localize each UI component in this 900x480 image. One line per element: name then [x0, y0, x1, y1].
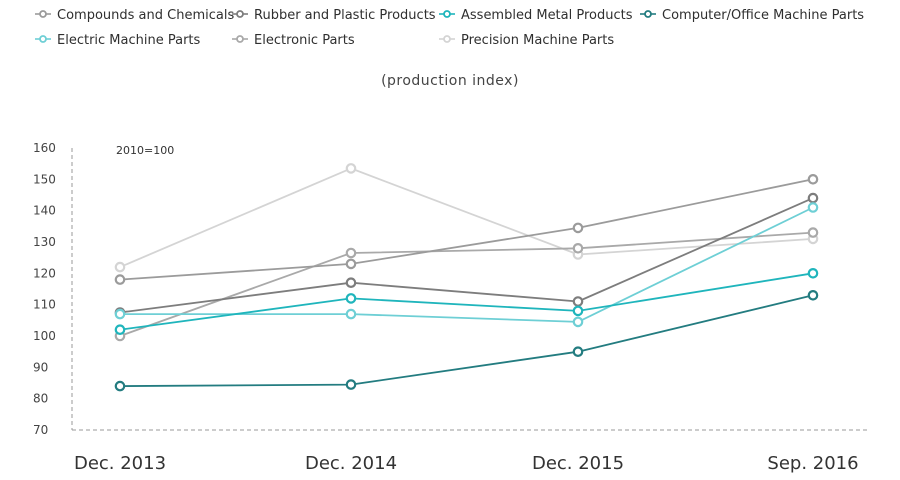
y-tick-label: 130: [33, 235, 56, 249]
legend-marker-icon: [39, 35, 47, 43]
legend-item-assembled-metal-products[interactable]: Assembled Metal Products: [439, 8, 633, 23]
legend-label: Electric Machine Parts: [57, 33, 201, 48]
legend-marker-icon: [236, 35, 244, 43]
y-tick-label: 110: [33, 298, 56, 312]
data-point[interactable]: [345, 277, 357, 288]
data-point[interactable]: [572, 243, 584, 254]
legend-item-computer-office-machine-parts[interactable]: Computer/Office Machine Parts: [640, 8, 864, 23]
legend-marker-icon: [443, 10, 451, 18]
y-tick-label: 120: [33, 266, 56, 280]
x-tick-label: Dec. 2014: [305, 453, 397, 474]
base-year-note: 2010=100: [116, 144, 174, 157]
data-point[interactable]: [345, 379, 357, 390]
series-line: [119, 272, 814, 331]
y-axis: 70 80 90 100 110 120 130 140 150 160: [33, 141, 73, 437]
y-tick-label: 80: [33, 392, 48, 406]
data-point[interactable]: [807, 227, 819, 238]
data-point[interactable]: [114, 324, 126, 335]
series-line: [119, 167, 814, 268]
y-tick-label: 140: [33, 204, 56, 218]
data-point[interactable]: [572, 222, 584, 234]
plot-area: [114, 163, 819, 392]
legend-label: Compounds and Chemicals: [57, 8, 234, 23]
series-compounds-and-chemicals: [114, 174, 819, 285]
legend-marker-icon: [236, 10, 244, 18]
y-tick-label: 100: [33, 329, 56, 343]
data-point[interactable]: [114, 261, 126, 273]
legend-label: Rubber and Plastic Products: [254, 8, 436, 23]
x-axis: Dec. 2013 Dec. 2014 Dec. 2015 Sep. 2016: [72, 429, 870, 474]
legend-label: Precision Machine Parts: [461, 33, 614, 48]
data-point[interactable]: [807, 267, 819, 279]
legend: Compounds and Chemicals Rubber and Plasti…: [35, 8, 864, 48]
data-point[interactable]: [807, 202, 819, 213]
legend-item-rubber-and-plastic-products[interactable]: Rubber and Plastic Products: [232, 8, 436, 23]
legend-marker-icon: [644, 10, 652, 18]
legend-item-compounds-and-chemicals[interactable]: Compounds and Chemicals: [35, 8, 234, 23]
legend-label: Electronic Parts: [254, 33, 355, 48]
data-point[interactable]: [114, 308, 126, 320]
series-assembled-metal-products: [114, 267, 819, 335]
series-line: [119, 178, 814, 281]
data-point[interactable]: [345, 258, 357, 270]
legend-label: Assembled Metal Products: [461, 8, 633, 23]
series-electric-machine-parts: [114, 202, 819, 328]
legend-marker-icon: [443, 35, 451, 43]
legend-item-precision-machine-parts[interactable]: Precision Machine Parts: [439, 33, 614, 48]
series-line: [119, 294, 814, 387]
x-tick-label: Dec. 2013: [74, 453, 166, 474]
data-point[interactable]: [807, 192, 819, 204]
legend-item-electronic-parts[interactable]: Electronic Parts: [232, 33, 355, 48]
series-line: [119, 197, 814, 314]
y-tick-label: 160: [33, 141, 56, 155]
data-point[interactable]: [572, 305, 584, 317]
data-point[interactable]: [807, 174, 819, 185]
data-point[interactable]: [345, 293, 357, 304]
data-point[interactable]: [572, 346, 584, 357]
x-tick-label: Dec. 2015: [532, 453, 624, 474]
data-point[interactable]: [572, 316, 584, 328]
series-computer-office-machine-parts: [114, 289, 819, 392]
data-point[interactable]: [807, 289, 819, 301]
legend-marker-icon: [39, 10, 47, 18]
data-point[interactable]: [114, 274, 126, 285]
series-precision-machine-parts: [114, 163, 819, 273]
data-point[interactable]: [114, 380, 126, 392]
y-tick-label: 90: [33, 360, 48, 374]
series-line: [119, 231, 814, 337]
y-tick-label: 70: [33, 423, 48, 437]
data-point[interactable]: [572, 296, 584, 307]
chart-subtitle: (production index): [381, 73, 519, 89]
y-tick-label: 150: [33, 172, 56, 186]
legend-item-electric-machine-parts[interactable]: Electric Machine Parts: [35, 33, 201, 48]
data-point[interactable]: [345, 247, 357, 259]
x-tick-label: Sep. 2016: [767, 453, 858, 474]
data-point[interactable]: [345, 308, 357, 320]
legend-label: Computer/Office Machine Parts: [662, 8, 864, 23]
data-point[interactable]: [345, 163, 357, 174]
